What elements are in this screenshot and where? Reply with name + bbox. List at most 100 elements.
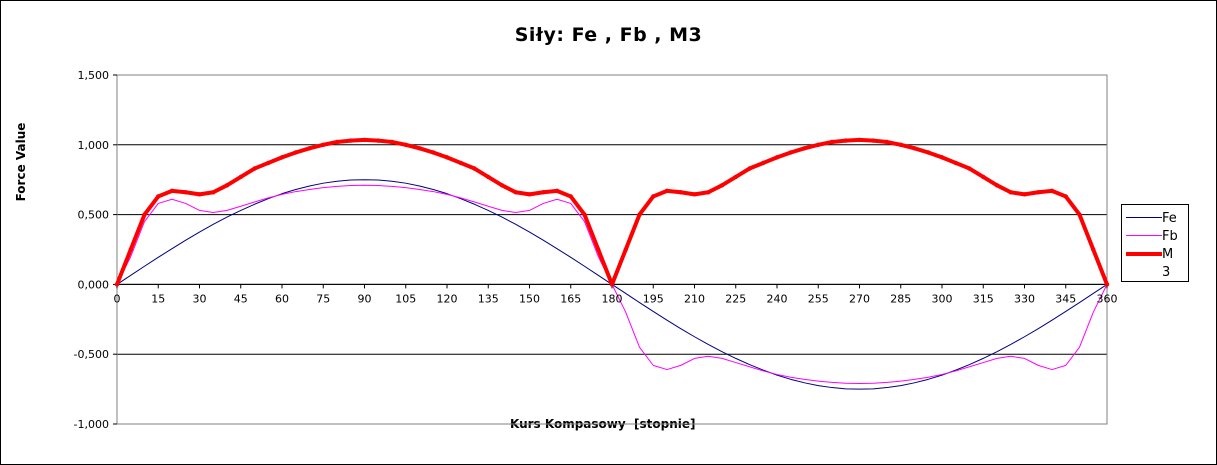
series-point bbox=[1077, 212, 1082, 217]
series-point bbox=[238, 174, 243, 180]
series-point bbox=[1063, 194, 1068, 199]
series-point bbox=[458, 160, 463, 166]
series-point bbox=[733, 174, 738, 180]
series-point bbox=[596, 247, 601, 252]
y-tick-labels: -1,000 -0,500 0,000 0,500 1,000 1,500 bbox=[74, 69, 109, 431]
x-tick-label: 285 bbox=[890, 292, 911, 305]
series-point bbox=[788, 150, 793, 155]
y-tick-label: 0,000 bbox=[78, 278, 110, 291]
series-point bbox=[321, 142, 326, 147]
plot-area-border bbox=[116, 74, 1108, 425]
series-lines bbox=[114, 137, 1110, 390]
series-point bbox=[266, 160, 271, 166]
x-tick-label: 300 bbox=[932, 292, 953, 305]
legend: Fe Fb M 3 bbox=[1121, 204, 1189, 282]
series-point bbox=[1036, 190, 1041, 195]
x-tick-label: 195 bbox=[643, 292, 664, 305]
series-point bbox=[637, 212, 642, 217]
x-tick-label: 210 bbox=[684, 292, 705, 305]
series-point bbox=[926, 150, 931, 155]
legend-label: Fe bbox=[1162, 211, 1177, 226]
series-point bbox=[486, 174, 491, 180]
series-point bbox=[953, 160, 958, 166]
series-point bbox=[1008, 190, 1013, 195]
legend-entry: M 3 bbox=[1122, 245, 1188, 280]
series-point bbox=[197, 192, 202, 197]
series-point bbox=[747, 166, 752, 171]
legend-entry: Fb bbox=[1122, 227, 1188, 245]
x-tick-label: 360 bbox=[1097, 292, 1118, 305]
series-point bbox=[169, 188, 175, 194]
series-point bbox=[403, 142, 408, 147]
series-point bbox=[156, 194, 161, 199]
series-point bbox=[211, 190, 216, 195]
x-tick-label: 30 bbox=[193, 292, 207, 305]
x-tick-label: 75 bbox=[316, 292, 330, 305]
series-point bbox=[761, 160, 766, 166]
x-tick-label: 60 bbox=[275, 292, 289, 305]
series-point bbox=[582, 212, 587, 217]
x-tick-label: 345 bbox=[1055, 292, 1076, 305]
series-point bbox=[692, 192, 697, 197]
series-point bbox=[623, 247, 628, 252]
series-point bbox=[774, 155, 780, 160]
series-point bbox=[472, 166, 477, 171]
y-tick-label: -0,500 bbox=[74, 348, 109, 361]
series-point bbox=[871, 138, 876, 143]
series-point bbox=[967, 166, 972, 171]
series-point bbox=[1104, 282, 1110, 287]
series-point bbox=[912, 146, 917, 151]
series-point bbox=[444, 155, 450, 160]
chart-title: Siły: Fe , Fb , M3 bbox=[514, 24, 703, 46]
series-point bbox=[1091, 247, 1096, 252]
x-tick-label: 315 bbox=[973, 292, 994, 305]
series-point bbox=[719, 183, 725, 188]
legend-label: M 3 bbox=[1162, 247, 1174, 280]
x-tick-label: 150 bbox=[519, 292, 540, 305]
series-point bbox=[279, 155, 285, 160]
legend-swatch bbox=[1126, 252, 1162, 256]
series-point bbox=[334, 139, 340, 145]
series-point bbox=[499, 183, 505, 188]
y-tick-label: 1,000 bbox=[78, 139, 110, 152]
series-point bbox=[362, 137, 367, 143]
x-tick-label: 105 bbox=[395, 292, 416, 305]
series-point bbox=[541, 190, 546, 195]
legend-swatch bbox=[1126, 235, 1162, 236]
series-point bbox=[843, 138, 848, 143]
legend-entry: Fe bbox=[1122, 209, 1188, 227]
legend-label: Fb bbox=[1162, 229, 1178, 244]
series-point bbox=[224, 183, 230, 188]
series-point bbox=[183, 190, 188, 195]
x-tick-label: 225 bbox=[725, 292, 746, 305]
x-tick-label: 135 bbox=[478, 292, 499, 305]
series-point bbox=[857, 137, 862, 143]
y-tick-label: -1,000 bbox=[74, 418, 109, 431]
y-tick-label: 1,500 bbox=[78, 69, 110, 82]
series-point bbox=[307, 146, 312, 151]
series-point bbox=[898, 142, 903, 147]
series-point bbox=[664, 188, 670, 194]
series-point bbox=[651, 194, 656, 199]
series-point bbox=[348, 138, 353, 143]
series-point bbox=[1049, 188, 1055, 194]
series-point bbox=[678, 190, 683, 195]
legend-swatch bbox=[1126, 217, 1162, 218]
axes bbox=[113, 74, 1108, 425]
series-point bbox=[527, 192, 532, 197]
series-point bbox=[252, 166, 257, 171]
x-tick-label: 255 bbox=[808, 292, 829, 305]
series-point bbox=[293, 150, 298, 155]
x-tick-label: 330 bbox=[1014, 292, 1035, 305]
series-point bbox=[609, 282, 615, 287]
series-point bbox=[389, 139, 395, 145]
series-point bbox=[829, 139, 835, 145]
series-point bbox=[994, 183, 1000, 188]
series-point bbox=[816, 142, 821, 147]
x-tick-label: 180 bbox=[602, 292, 623, 305]
series-point bbox=[568, 194, 573, 199]
series-point bbox=[114, 282, 120, 287]
x-tick-label: 120 bbox=[437, 292, 458, 305]
series-point bbox=[1022, 192, 1027, 197]
series-point bbox=[431, 150, 436, 155]
